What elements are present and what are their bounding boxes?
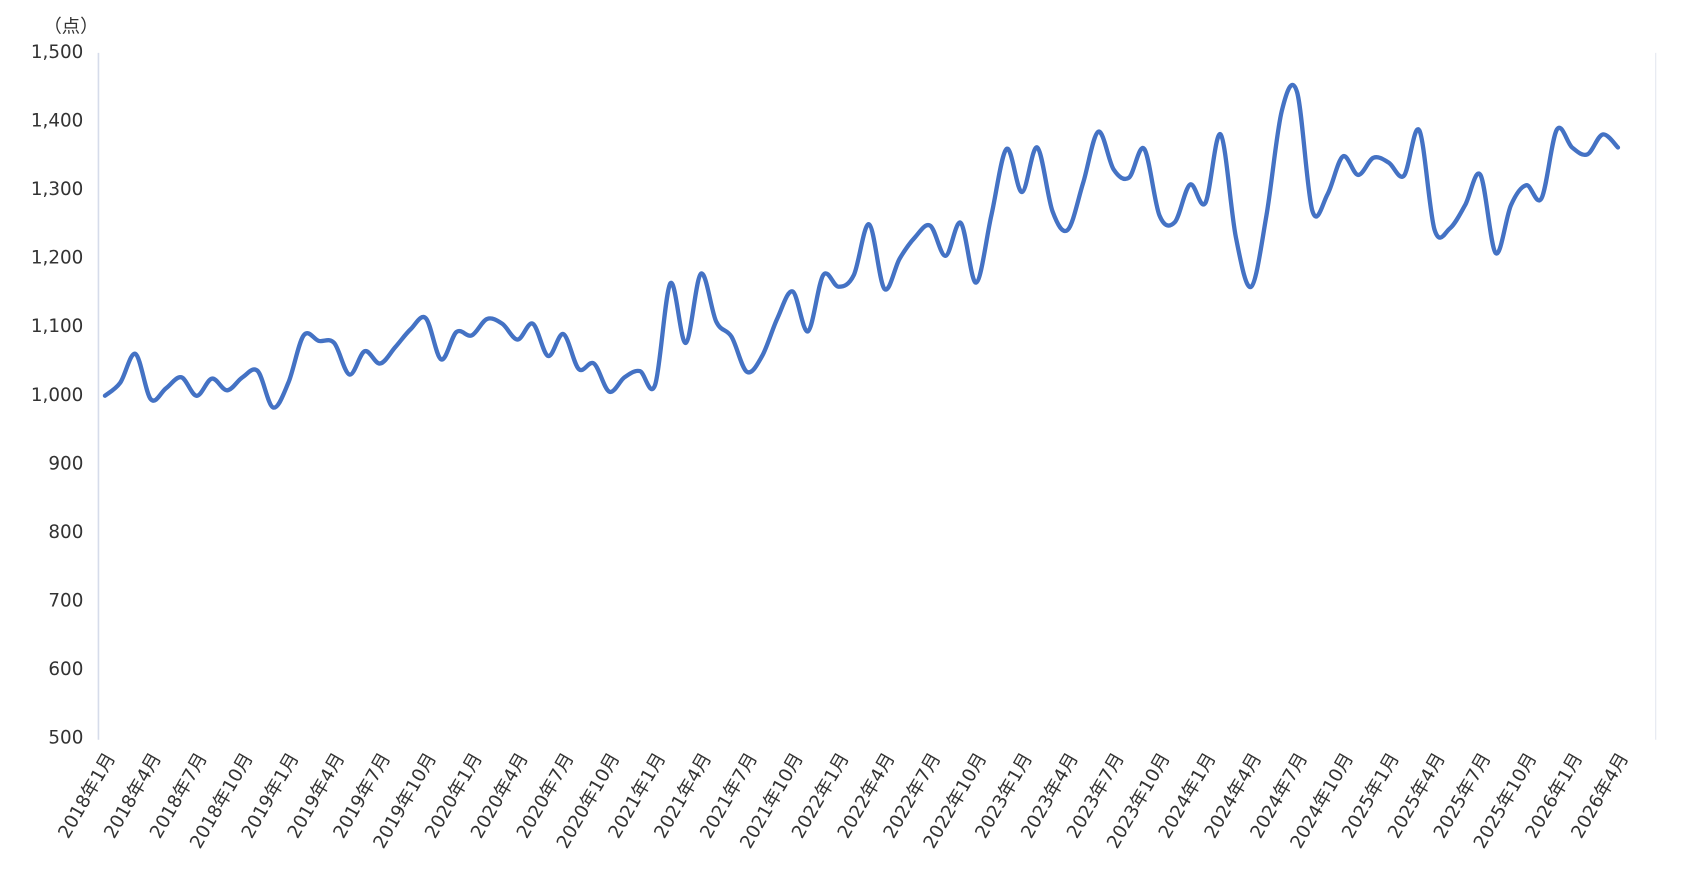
y-tick-label: 1,200 bbox=[31, 248, 83, 269]
y-tick-label: 1,100 bbox=[31, 316, 83, 337]
y-tick-label: 1,300 bbox=[31, 179, 83, 200]
y-unit-label: （点） bbox=[43, 16, 98, 37]
line-series bbox=[102, 82, 1621, 410]
y-tick-label: 500 bbox=[48, 728, 83, 749]
y-tick-label: 800 bbox=[48, 522, 83, 543]
y-tick-label: 1,500 bbox=[31, 42, 83, 63]
y-tick-label: 700 bbox=[48, 591, 83, 612]
y-tick-label: 1,000 bbox=[31, 385, 83, 406]
y-tick-label: 1,400 bbox=[31, 110, 83, 131]
y-tick-label: 900 bbox=[48, 453, 83, 474]
y-tick-label: 600 bbox=[48, 659, 83, 680]
